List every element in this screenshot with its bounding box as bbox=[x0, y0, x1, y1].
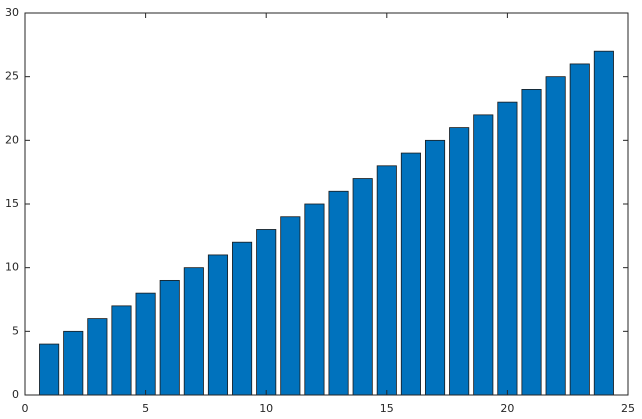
bar bbox=[256, 229, 277, 396]
x-tick-label: 20 bbox=[500, 402, 514, 415]
x-tick-label: 10 bbox=[259, 402, 273, 415]
bar bbox=[183, 267, 204, 396]
bar bbox=[39, 343, 60, 396]
bar bbox=[593, 50, 614, 396]
bar bbox=[280, 216, 301, 396]
bar bbox=[352, 178, 373, 396]
y-tick-label: 30 bbox=[5, 6, 19, 19]
bar bbox=[569, 63, 590, 396]
bar bbox=[521, 89, 542, 396]
bar bbox=[473, 114, 494, 396]
bar bbox=[424, 139, 446, 396]
bar bbox=[159, 279, 180, 396]
bar bbox=[111, 305, 132, 396]
axes-box bbox=[24, 12, 629, 396]
bar bbox=[304, 203, 325, 396]
bar bbox=[232, 241, 253, 396]
bar bbox=[87, 318, 108, 396]
bar bbox=[449, 127, 470, 396]
x-tick-label: 5 bbox=[142, 402, 149, 415]
y-tick-label: 0 bbox=[12, 388, 19, 401]
x-tick-label: 25 bbox=[621, 402, 635, 415]
y-tick-label: 15 bbox=[5, 197, 19, 210]
y-tick-label: 20 bbox=[5, 133, 19, 146]
bar bbox=[63, 330, 84, 396]
y-tick-label: 25 bbox=[5, 70, 19, 83]
bar bbox=[328, 190, 349, 396]
y-tick-label: 10 bbox=[5, 261, 19, 274]
bar bbox=[400, 152, 421, 396]
bar bbox=[497, 101, 518, 396]
x-tick-label: 15 bbox=[380, 402, 394, 415]
x-tick-label: 0 bbox=[22, 402, 29, 415]
bar bbox=[376, 165, 397, 396]
bar bbox=[545, 76, 566, 396]
y-tick-label: 5 bbox=[12, 324, 19, 337]
bar bbox=[207, 254, 229, 396]
bar bbox=[135, 292, 156, 396]
